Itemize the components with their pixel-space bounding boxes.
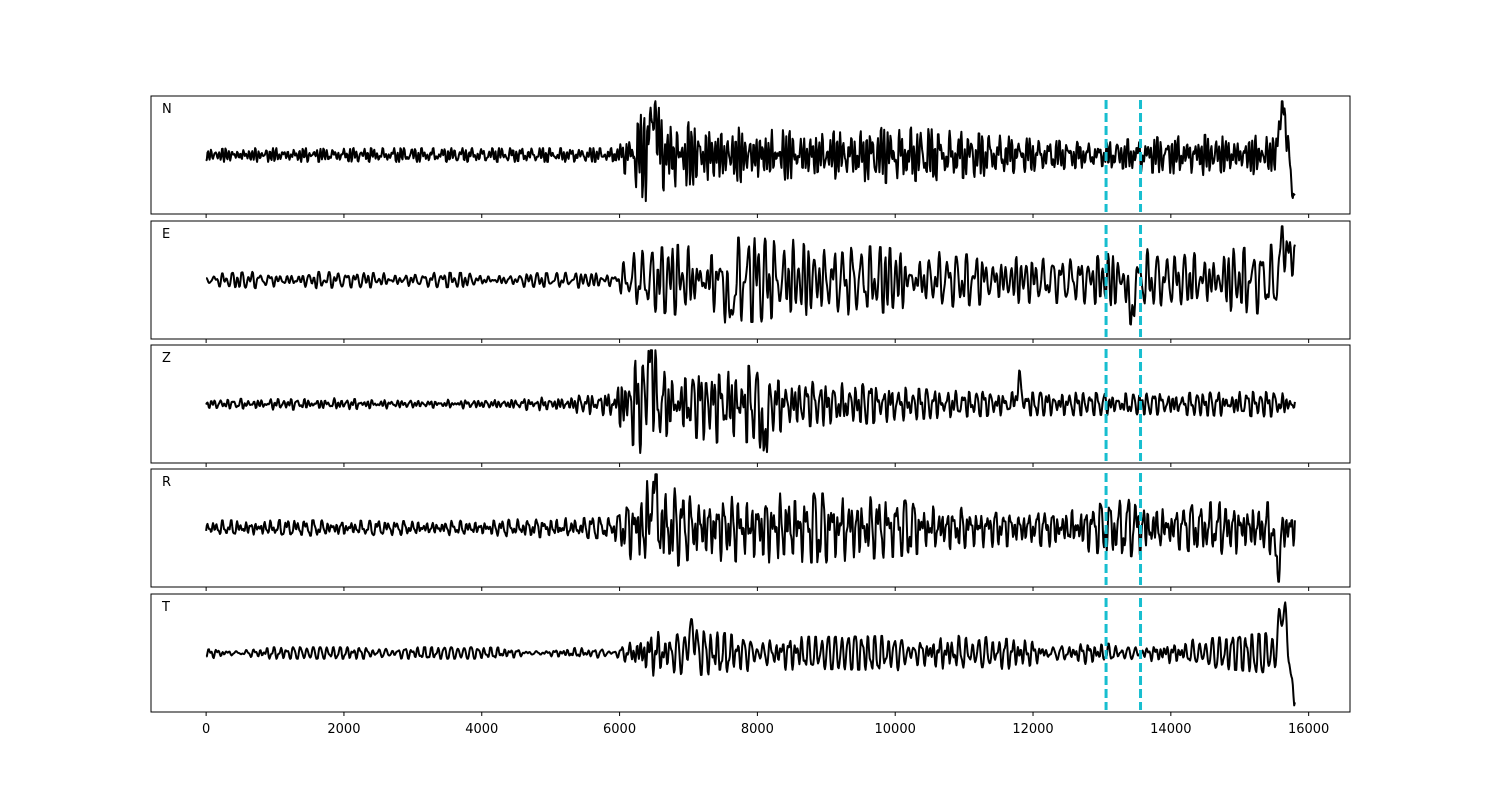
panel-frame: [150, 593, 1351, 713]
panel-z: Z: [150, 344, 1351, 467]
waveform-r: [205, 473, 1296, 583]
panel-r: R: [150, 468, 1351, 591]
channel-label-z: Z: [162, 351, 171, 366]
panel-t: T: [150, 593, 1351, 716]
waveform-t: [205, 601, 1296, 707]
waveform-z: [205, 349, 1296, 454]
channel-label-e: E: [162, 227, 170, 242]
x-tick-label: 0: [202, 722, 210, 737]
x-tick-label: 4000: [465, 722, 498, 737]
x-tick-label: 16000: [1288, 722, 1329, 737]
channel-label-n: N: [162, 102, 172, 117]
x-tick-label: 8000: [741, 722, 774, 737]
x-tick-label: 2000: [327, 722, 360, 737]
panel-e: E: [150, 220, 1351, 343]
panel-frame: [150, 95, 1351, 215]
channel-label-t: T: [161, 600, 170, 615]
panel-frame: [150, 468, 1351, 588]
x-tick-label: 6000: [603, 722, 636, 737]
channel-panels: N E Z R T: [150, 95, 1351, 716]
panel-frame: [150, 344, 1351, 464]
x-tick-label: 14000: [1150, 722, 1191, 737]
panel-frame: [150, 220, 1351, 340]
waveform-e: [205, 225, 1296, 326]
x-axis: 0 2000 4000 6000 8000 10000 12000 14000 16000: [202, 722, 1329, 737]
channel-label-r: R: [162, 475, 171, 490]
panel-n: N: [150, 95, 1351, 218]
x-tick-label: 10000: [875, 722, 916, 737]
waveform-n: [205, 100, 1296, 203]
x-tick-label: 12000: [1012, 722, 1053, 737]
